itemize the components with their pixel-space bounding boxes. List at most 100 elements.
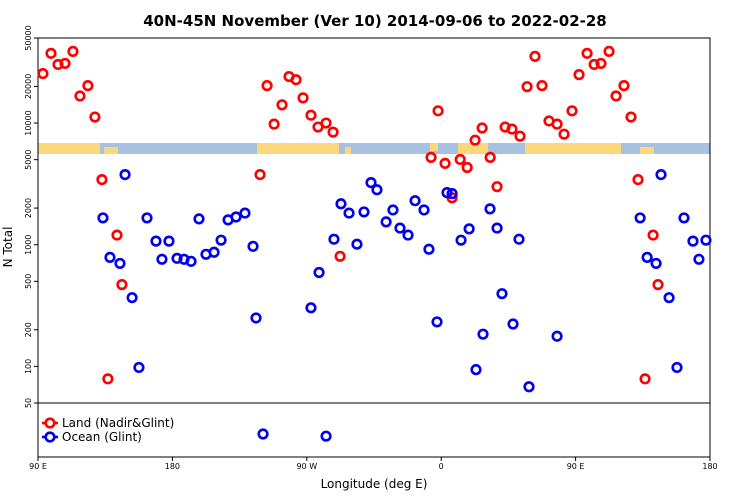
point — [257, 428, 269, 440]
point — [566, 105, 578, 117]
point — [290, 74, 302, 86]
point — [305, 302, 317, 314]
point — [126, 292, 138, 304]
point — [639, 373, 651, 385]
point — [523, 381, 535, 393]
point — [418, 204, 430, 216]
point — [268, 118, 280, 130]
point — [477, 328, 489, 340]
x-tick-label: 90 W — [296, 462, 317, 471]
point — [89, 111, 101, 123]
point — [632, 173, 644, 186]
point — [67, 45, 79, 58]
point — [455, 234, 467, 246]
point — [371, 184, 383, 196]
point — [343, 207, 355, 219]
point — [230, 211, 242, 223]
point — [320, 430, 332, 442]
point — [150, 235, 162, 247]
y-tick-label: 5000 — [24, 149, 33, 169]
y-tick-label: 50000 — [24, 25, 33, 50]
point — [491, 222, 503, 234]
point — [476, 122, 488, 134]
legend-marker — [44, 417, 56, 429]
y-tick-label: 20000 — [24, 74, 33, 99]
x-tick-label: 90 E — [567, 462, 585, 471]
y-tick-label: 200 — [24, 322, 33, 337]
point — [387, 204, 399, 216]
point — [334, 250, 346, 262]
point — [588, 58, 600, 71]
point — [514, 130, 526, 142]
point — [439, 157, 451, 169]
point — [59, 57, 71, 70]
y-tick-label: 50 — [24, 398, 33, 408]
point — [678, 212, 690, 224]
point — [573, 69, 585, 81]
x-tick-label: 90 E — [29, 462, 47, 471]
point — [358, 206, 370, 218]
legend-marker — [44, 431, 56, 443]
point — [297, 92, 309, 104]
point — [193, 213, 205, 225]
point — [463, 223, 475, 235]
point — [52, 58, 64, 71]
point — [432, 105, 444, 117]
point — [133, 361, 145, 374]
plot-frame — [37, 37, 711, 458]
point — [250, 312, 262, 324]
point — [461, 161, 473, 174]
point — [327, 126, 339, 138]
point — [603, 45, 615, 58]
point — [693, 253, 705, 265]
point — [700, 234, 712, 246]
point — [663, 292, 675, 304]
point — [365, 176, 377, 189]
point — [104, 251, 116, 263]
point — [507, 318, 519, 330]
point — [335, 198, 347, 210]
point — [618, 80, 630, 92]
point — [551, 330, 563, 342]
point — [239, 207, 251, 219]
point — [305, 109, 317, 121]
point — [276, 99, 288, 111]
point — [114, 257, 126, 270]
point — [469, 134, 481, 146]
legend-label: Ocean (Glint) — [62, 430, 142, 444]
y-tick-label: 1000 — [24, 235, 33, 255]
y-tick-label: 500 — [24, 274, 33, 289]
point — [82, 80, 94, 92]
point — [470, 364, 482, 376]
chart-title: 40N-45N November (Ver 10) 2014-09-06 to … — [143, 12, 606, 30]
point — [647, 229, 659, 241]
point — [45, 47, 57, 59]
point — [102, 373, 114, 385]
point — [119, 168, 131, 181]
point — [402, 229, 414, 241]
y-tick-label: 2000 — [24, 198, 33, 218]
point — [595, 57, 607, 70]
point — [425, 151, 437, 163]
point — [185, 255, 197, 267]
point — [215, 234, 227, 246]
point — [97, 212, 109, 224]
point — [655, 168, 667, 181]
y-tick-label: 100 — [24, 359, 33, 374]
point — [558, 128, 570, 140]
point — [641, 251, 653, 263]
point — [74, 90, 86, 102]
point — [446, 188, 458, 200]
y-tick-label: 10000 — [24, 110, 33, 135]
point — [156, 253, 168, 265]
point — [423, 243, 435, 255]
point — [328, 233, 340, 245]
point — [163, 235, 175, 247]
point — [506, 123, 518, 135]
point — [496, 288, 508, 300]
point — [208, 246, 220, 258]
point — [484, 151, 496, 163]
point — [394, 222, 406, 234]
point — [116, 279, 128, 291]
legend: Land (Nadir&Glint)Ocean (Glint) — [42, 416, 174, 444]
